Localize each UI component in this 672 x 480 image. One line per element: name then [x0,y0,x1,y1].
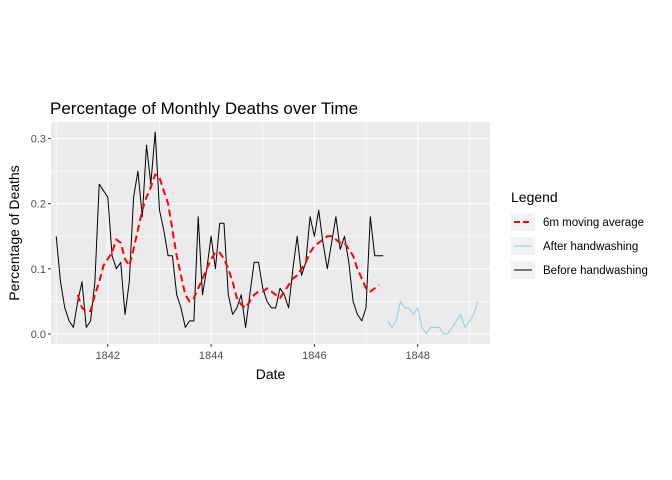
y-tick-label: 0.1 [31,264,46,276]
legend-title: Legend [511,189,558,205]
plot-panel [51,122,490,344]
y-tick-label: 0.3 [31,134,46,146]
x-tick-label: 1844 [199,350,223,362]
y-axis-title: Percentage of Deaths [6,165,22,300]
x-tick-label: 1848 [405,350,429,362]
chart-title: Percentage of Monthly Deaths over Time [50,99,358,118]
series-lines [55,131,479,335]
legend: Legend 6m moving average After handwashin… [511,189,648,279]
y-tick-label: 0.0 [31,329,46,341]
y-tick-label: 0.2 [31,199,46,211]
axes: 1842 1844 1846 1848 0.0 0.1 0.2 0.3 [31,134,430,362]
series-line-6m-moving-average [76,173,380,313]
legend-label: Before handwashing [543,265,648,277]
legend-label: 6m moving average [543,217,644,229]
series-line-before-handwashing [55,131,384,328]
x-axis-title: Date [256,366,286,382]
x-tick-label: 1846 [302,350,326,362]
series-line-after-handwashing [387,300,479,335]
x-tick-label: 1842 [96,350,120,362]
legend-label: After handwashing [543,241,638,253]
